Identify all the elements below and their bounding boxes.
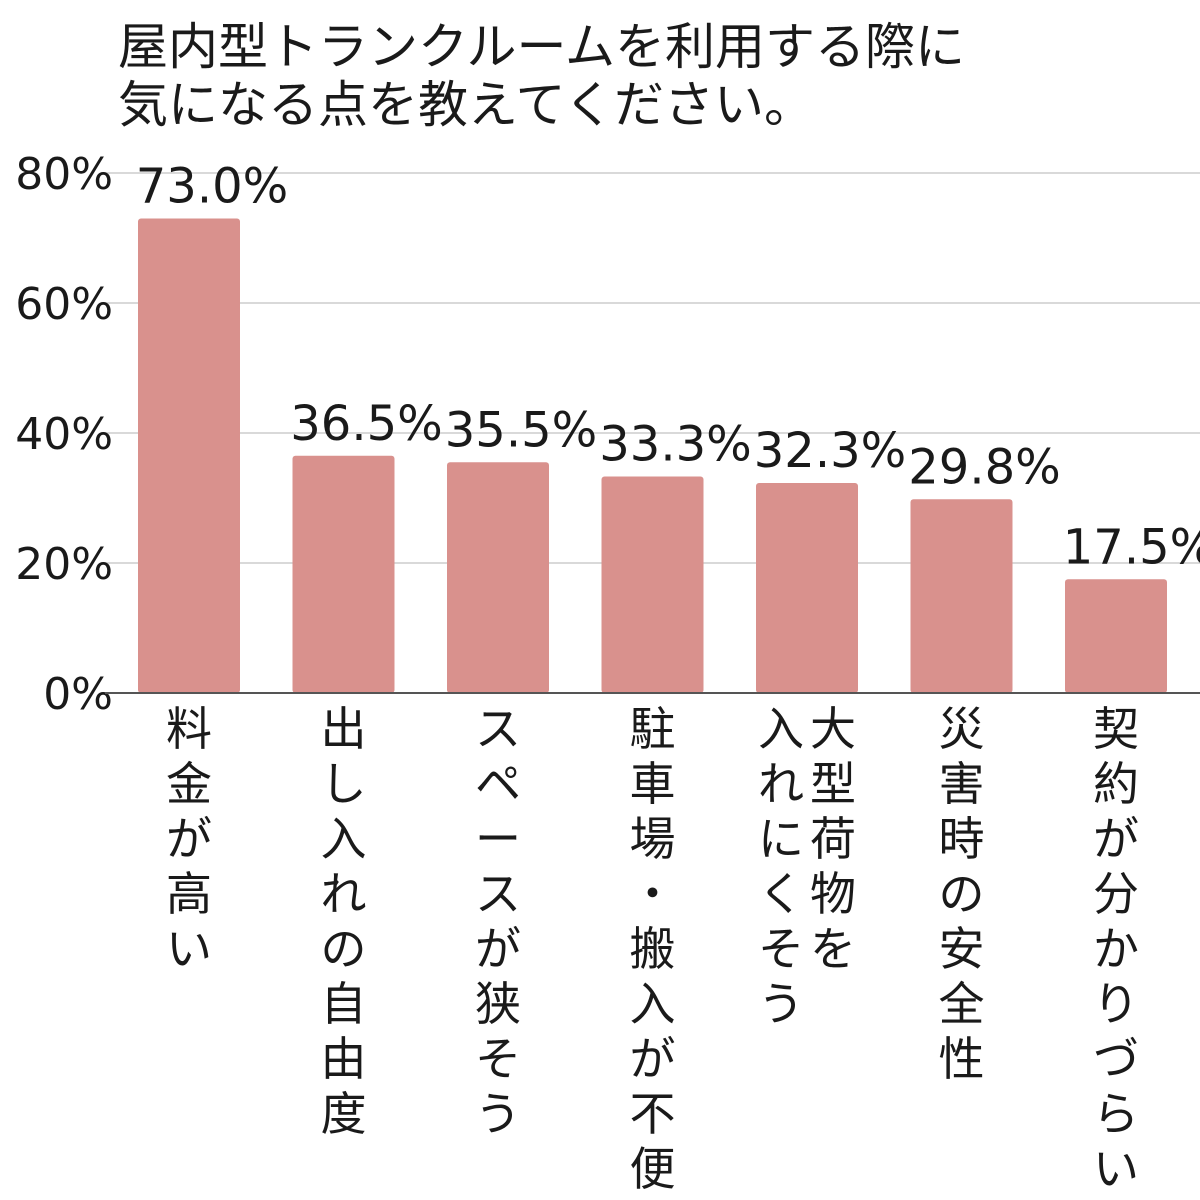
y-tick-label: 80% xyxy=(15,149,113,200)
category-label-char: ス xyxy=(475,702,521,756)
category-label-char: 狭 xyxy=(475,977,521,1031)
category-label-char: 入 xyxy=(321,812,367,866)
category-label-char: 安 xyxy=(939,922,985,976)
y-tick-label: 60% xyxy=(15,279,113,330)
bar xyxy=(447,462,549,693)
y-tick-label: 20% xyxy=(15,539,113,590)
category-label-char: れ xyxy=(758,757,804,811)
category-label-char: 金 xyxy=(166,757,212,811)
category-label-char: れ xyxy=(321,867,367,921)
category-label-char: そ xyxy=(758,922,804,976)
bar xyxy=(292,455,395,693)
data-label: 17.5% xyxy=(1063,519,1200,575)
category-label-char: が xyxy=(630,1032,676,1086)
category-label-char: 性 xyxy=(939,1032,985,1086)
category-label-char: が xyxy=(166,812,212,866)
category-label-char: 契 xyxy=(1093,702,1139,756)
category-label-char: い xyxy=(1093,1142,1139,1196)
category-label-char: ら xyxy=(1093,1087,1139,1141)
data-labels: 73.0% 36.5% 35.5% 33.3% 32.3% 29.8%17.5% xyxy=(136,159,1200,576)
category-label-char: が xyxy=(475,922,521,976)
category-label-char: 自 xyxy=(321,977,367,1031)
category-label-char: 災 xyxy=(939,702,985,756)
category-label-char: づ xyxy=(1093,1032,1139,1086)
category-label-char: 不 xyxy=(630,1087,676,1141)
category-label-char: 搬 xyxy=(630,922,676,976)
category-label-char: 全 xyxy=(939,977,985,1031)
category-label-char: 出 xyxy=(321,702,367,756)
bar xyxy=(138,218,240,693)
category-label-char: の xyxy=(321,922,367,976)
data-label: 32.3% xyxy=(754,423,906,479)
category-label-char: 型 xyxy=(810,757,856,811)
category-label-char: 場 xyxy=(630,812,676,866)
data-label: 36.5% xyxy=(290,396,442,452)
y-axis-ticks: 0% 20% 40% 60% 80% xyxy=(15,149,113,720)
category-label-char: 荷 xyxy=(810,812,856,866)
category-label-char: く xyxy=(758,867,804,921)
chart-title: 屋内型トランクルームを利用する際に 気になる点を教えてください。 xyxy=(118,18,965,134)
category-label-char: そ xyxy=(475,1032,521,1086)
category-label-char: の xyxy=(939,867,985,921)
category-label-char: 便 xyxy=(630,1142,676,1196)
category-label-char: ー xyxy=(475,812,521,866)
y-tick-label: 0% xyxy=(43,669,113,720)
data-label: 35.5% xyxy=(445,402,597,458)
category-label-char: ・ xyxy=(630,867,676,921)
category-label-char: う xyxy=(758,977,804,1031)
category-label-char: を xyxy=(810,922,856,976)
category-label-char: 約 xyxy=(1093,757,1139,811)
category-label-char: ス xyxy=(475,867,521,921)
y-tick-label: 40% xyxy=(15,409,113,460)
category-label-char: 大 xyxy=(810,702,856,756)
category-label-char: り xyxy=(1093,977,1139,1031)
bar xyxy=(601,476,704,693)
category-label-char: 駐 xyxy=(630,702,676,756)
category-label-char: が xyxy=(1093,812,1139,866)
category-label-char: 料 xyxy=(166,702,212,756)
bar xyxy=(1065,579,1167,693)
category-label-char: 度 xyxy=(321,1087,367,1141)
category-label-char: 入 xyxy=(630,977,676,1031)
category-label-char: ペ xyxy=(475,757,521,811)
category-label-char: 分 xyxy=(1093,867,1139,921)
category-label-char: 由 xyxy=(321,1032,367,1086)
data-label: 33.3% xyxy=(599,417,751,473)
category-label-char: に xyxy=(758,812,804,866)
category-label-char: か xyxy=(1093,922,1139,976)
category-label-char: 物 xyxy=(810,867,856,921)
category-label-char: い xyxy=(166,922,212,976)
bar xyxy=(910,499,1013,693)
bars xyxy=(138,218,1167,693)
category-label-char: 時 xyxy=(939,812,985,866)
category-label-char: し xyxy=(321,757,367,811)
category-labels: 料金が高い出し入れの自由度スペースが狭そう駐車場・搬入が不便大型荷物を入れにくそ… xyxy=(166,702,1139,1196)
data-label: 29.8% xyxy=(908,439,1060,495)
bar xyxy=(756,483,858,693)
data-label: 73.0% xyxy=(136,159,288,215)
category-label-char: 害 xyxy=(939,757,985,811)
category-label-char: 車 xyxy=(630,757,676,811)
category-label-char: 入 xyxy=(758,702,804,756)
category-label-char: 高 xyxy=(166,867,212,921)
category-label-char: う xyxy=(475,1087,521,1141)
